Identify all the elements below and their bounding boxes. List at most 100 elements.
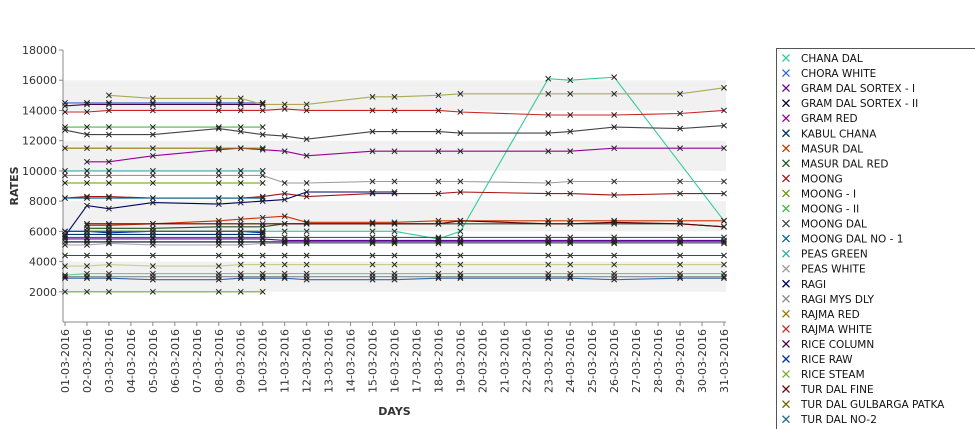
data-point <box>545 190 552 197</box>
legend-marker <box>782 309 790 318</box>
data-point <box>721 270 727 277</box>
data-point <box>611 238 618 245</box>
legend-entry: MOONG - I <box>801 188 856 200</box>
data-point <box>149 195 156 202</box>
data-point <box>369 240 376 247</box>
x-tick-label: 20-03-2016 <box>476 329 489 393</box>
data-point <box>84 241 90 248</box>
legend-entry: TUR DAL FINE <box>800 384 874 396</box>
data-point <box>62 167 68 174</box>
data-point <box>237 180 244 186</box>
data-point <box>237 195 244 202</box>
data-point <box>545 75 552 82</box>
data-point <box>84 109 90 115</box>
y-tick-label: 4000 <box>29 256 57 269</box>
legend-marker <box>782 415 790 424</box>
x-tick-label: 02-03-2016 <box>81 329 94 393</box>
data-point <box>369 190 376 197</box>
data-point <box>237 99 244 106</box>
x-tick-label: 28-03-2016 <box>652 329 665 393</box>
data-point <box>62 127 68 134</box>
data-point <box>259 228 266 235</box>
legend-marker <box>782 114 790 123</box>
data-point <box>149 101 156 108</box>
data-point <box>545 148 552 155</box>
data-point <box>62 273 68 280</box>
data-point <box>677 261 684 268</box>
data-point <box>545 130 552 137</box>
data-point <box>303 193 310 200</box>
data-point <box>303 136 310 143</box>
data-point <box>391 252 398 259</box>
data-point <box>149 220 156 227</box>
legend-marker <box>782 249 790 258</box>
data-point <box>303 240 310 247</box>
data-point <box>237 275 244 282</box>
legend-marker <box>782 385 790 394</box>
data-point <box>84 270 90 277</box>
legend-marker <box>782 370 790 379</box>
data-point <box>215 125 222 132</box>
data-point <box>105 220 112 227</box>
data-point <box>281 252 288 259</box>
data-point <box>105 180 112 186</box>
data-point <box>545 220 552 227</box>
legend-marker <box>782 400 790 409</box>
data-point <box>567 190 574 197</box>
data-point <box>611 145 618 152</box>
data-point <box>435 220 442 227</box>
legend-entry: PEAS WHITE <box>801 264 866 276</box>
legend-marker <box>782 279 790 288</box>
data-point <box>677 145 684 152</box>
data-point <box>721 217 727 224</box>
data-point <box>62 232 68 239</box>
data-point <box>567 128 574 135</box>
data-point <box>215 124 222 131</box>
legend-entry: MASUR DAL <box>801 143 863 155</box>
data-point <box>215 145 222 152</box>
data-point <box>105 193 112 200</box>
data-point <box>259 180 266 186</box>
data-point <box>567 252 574 259</box>
data-point <box>237 124 244 131</box>
data-point <box>105 275 112 282</box>
data-point <box>369 148 376 155</box>
data-point <box>149 263 156 270</box>
data-point <box>215 241 222 248</box>
data-point <box>391 178 398 185</box>
legend-entry: TUR DAL GULBARGA PATKA <box>800 399 945 411</box>
data-point <box>391 189 398 195</box>
data-point <box>84 167 90 174</box>
legend-marker <box>782 174 790 183</box>
data-point <box>457 234 464 241</box>
data-point <box>281 213 288 220</box>
data-point <box>369 252 376 259</box>
data-point <box>303 189 310 195</box>
legend-entry: RAJMA WHITE <box>801 324 872 336</box>
data-point <box>62 228 68 235</box>
data-point <box>84 288 90 295</box>
data-point <box>62 180 68 186</box>
legend-entry: CHORA WHITE <box>801 68 876 80</box>
data-point <box>84 252 90 259</box>
data-point <box>149 107 156 114</box>
data-point <box>611 192 618 199</box>
data-point <box>259 220 266 227</box>
data-point <box>259 275 266 282</box>
data-point <box>611 252 618 259</box>
data-point <box>435 128 442 135</box>
x-tick-label: 12-03-2016 <box>301 329 314 393</box>
data-point <box>545 90 552 97</box>
legend-entry: GRAM DAL SORTEX - I <box>801 83 915 95</box>
data-point <box>281 180 288 186</box>
data-point <box>105 252 112 259</box>
data-point <box>567 220 574 227</box>
data-point <box>281 196 288 203</box>
data-point <box>303 180 310 186</box>
data-point <box>259 238 266 245</box>
data-point <box>369 261 376 268</box>
data-point <box>677 240 684 247</box>
data-point <box>545 240 552 247</box>
data-point <box>215 167 222 174</box>
